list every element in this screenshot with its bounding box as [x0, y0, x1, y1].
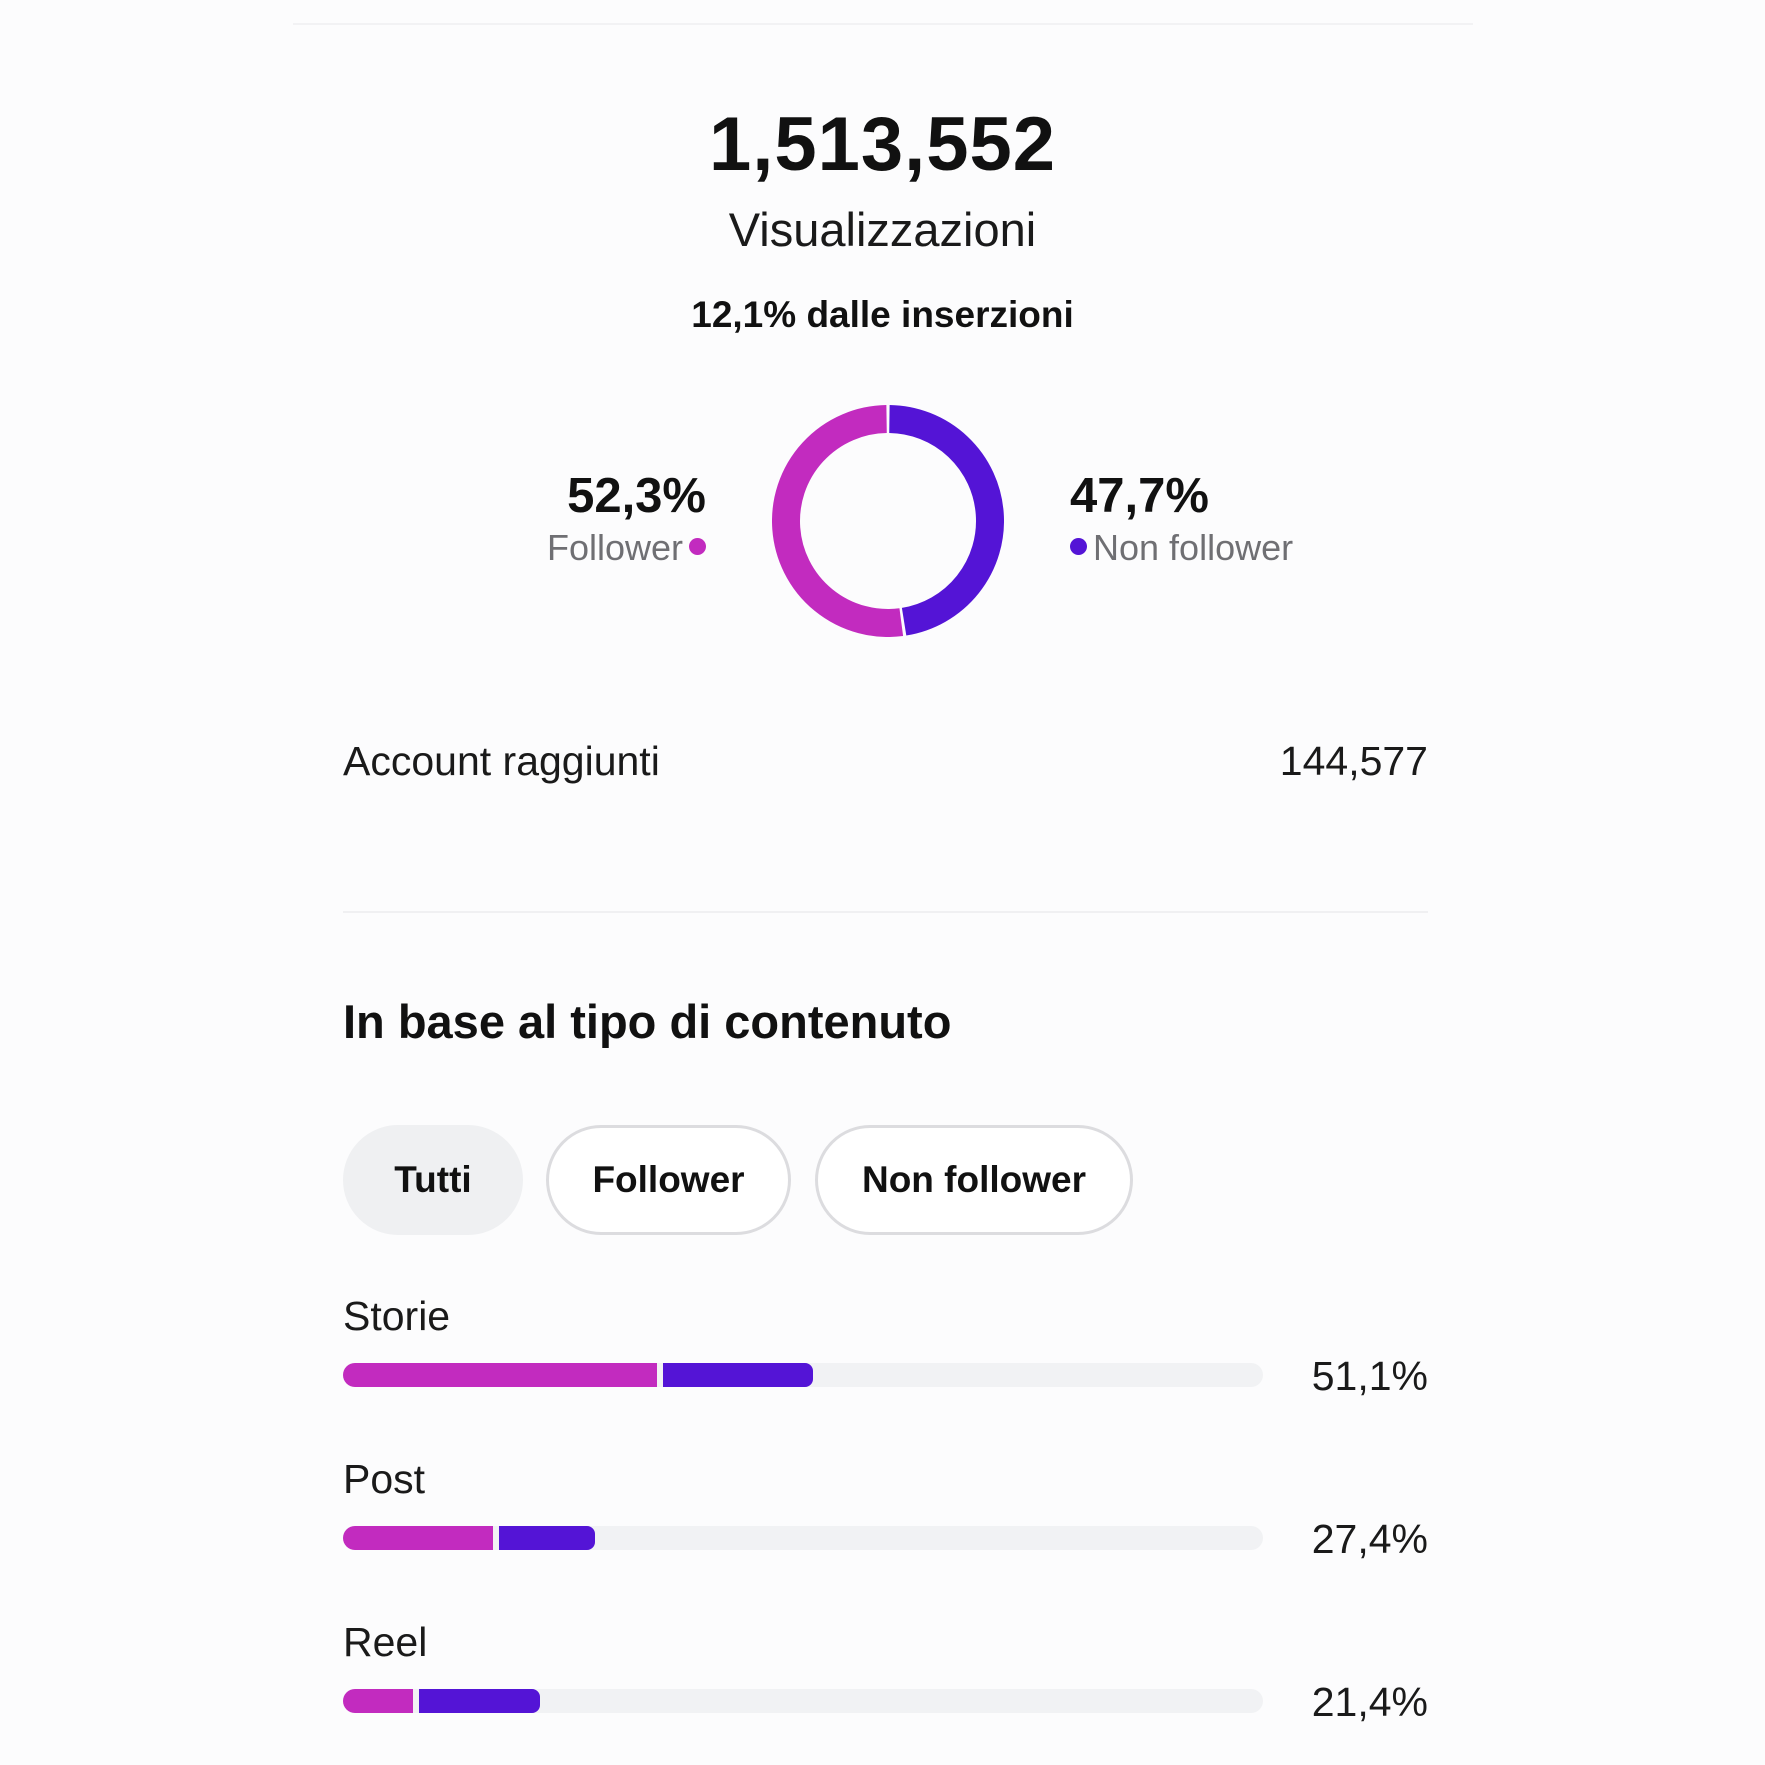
filter-follower-label: Follower	[592, 1159, 744, 1201]
non-follower-legend-label: Non follower	[1093, 527, 1293, 568]
filter-all-button[interactable]: Tutti	[343, 1125, 523, 1235]
content-row-post: Post 27,4%	[343, 1453, 1428, 1593]
filter-follower-button[interactable]: Follower	[546, 1125, 791, 1235]
non-follower-legend: 47,7% Non follower	[1070, 468, 1390, 572]
follower-dot-icon	[689, 538, 706, 555]
non-follower-dot-icon	[1070, 538, 1087, 555]
content-row-stories: Storie 51,1%	[343, 1290, 1428, 1430]
non-follower-percent: 47,7%	[1070, 468, 1390, 524]
content-row-label: Reel	[343, 1616, 427, 1668]
top-divider	[293, 23, 1473, 25]
content-row-bar	[343, 1363, 1263, 1387]
bar-segment-non-follower	[663, 1363, 813, 1387]
follower-percent: 52,3%	[480, 468, 706, 524]
section-divider	[343, 911, 1428, 913]
content-row-percent: 51,1%	[1312, 1350, 1428, 1402]
audience-donut-chart	[772, 405, 1004, 637]
donut-segment-non-follower	[889, 419, 990, 622]
content-row-bar	[343, 1689, 1263, 1713]
content-row-bar	[343, 1526, 1263, 1550]
filter-non-follower-button[interactable]: Non follower	[815, 1125, 1133, 1235]
follower-legend-label: Follower	[547, 527, 683, 568]
accounts-reached-value: 144,577	[1280, 735, 1428, 787]
content-row-label: Post	[343, 1453, 425, 1505]
content-row-label: Storie	[343, 1290, 450, 1342]
filter-non-follower-label: Non follower	[862, 1159, 1086, 1201]
content-row-percent: 27,4%	[1312, 1513, 1428, 1565]
total-views-label: Visualizzazioni	[0, 200, 1765, 260]
follower-legend: 52,3% Follower	[480, 468, 706, 572]
filter-all-label: Tutti	[394, 1159, 471, 1201]
bar-segment-non-follower	[499, 1526, 595, 1550]
total-views-value: 1,513,552	[0, 100, 1765, 190]
content-type-title: In base al tipo di contenuto	[343, 992, 951, 1052]
bar-segment-follower	[343, 1363, 657, 1387]
bar-segment-follower	[343, 1689, 413, 1713]
ads-share-text: 12,1% dalle inserzioni	[0, 290, 1765, 340]
accounts-reached-label: Account raggiunti	[343, 735, 660, 787]
donut-segment-follower	[786, 419, 901, 623]
content-row-percent: 21,4%	[1312, 1676, 1428, 1728]
bar-segment-non-follower	[419, 1689, 540, 1713]
content-row-reel: Reel 21,4%	[343, 1616, 1428, 1756]
bar-segment-follower	[343, 1526, 493, 1550]
